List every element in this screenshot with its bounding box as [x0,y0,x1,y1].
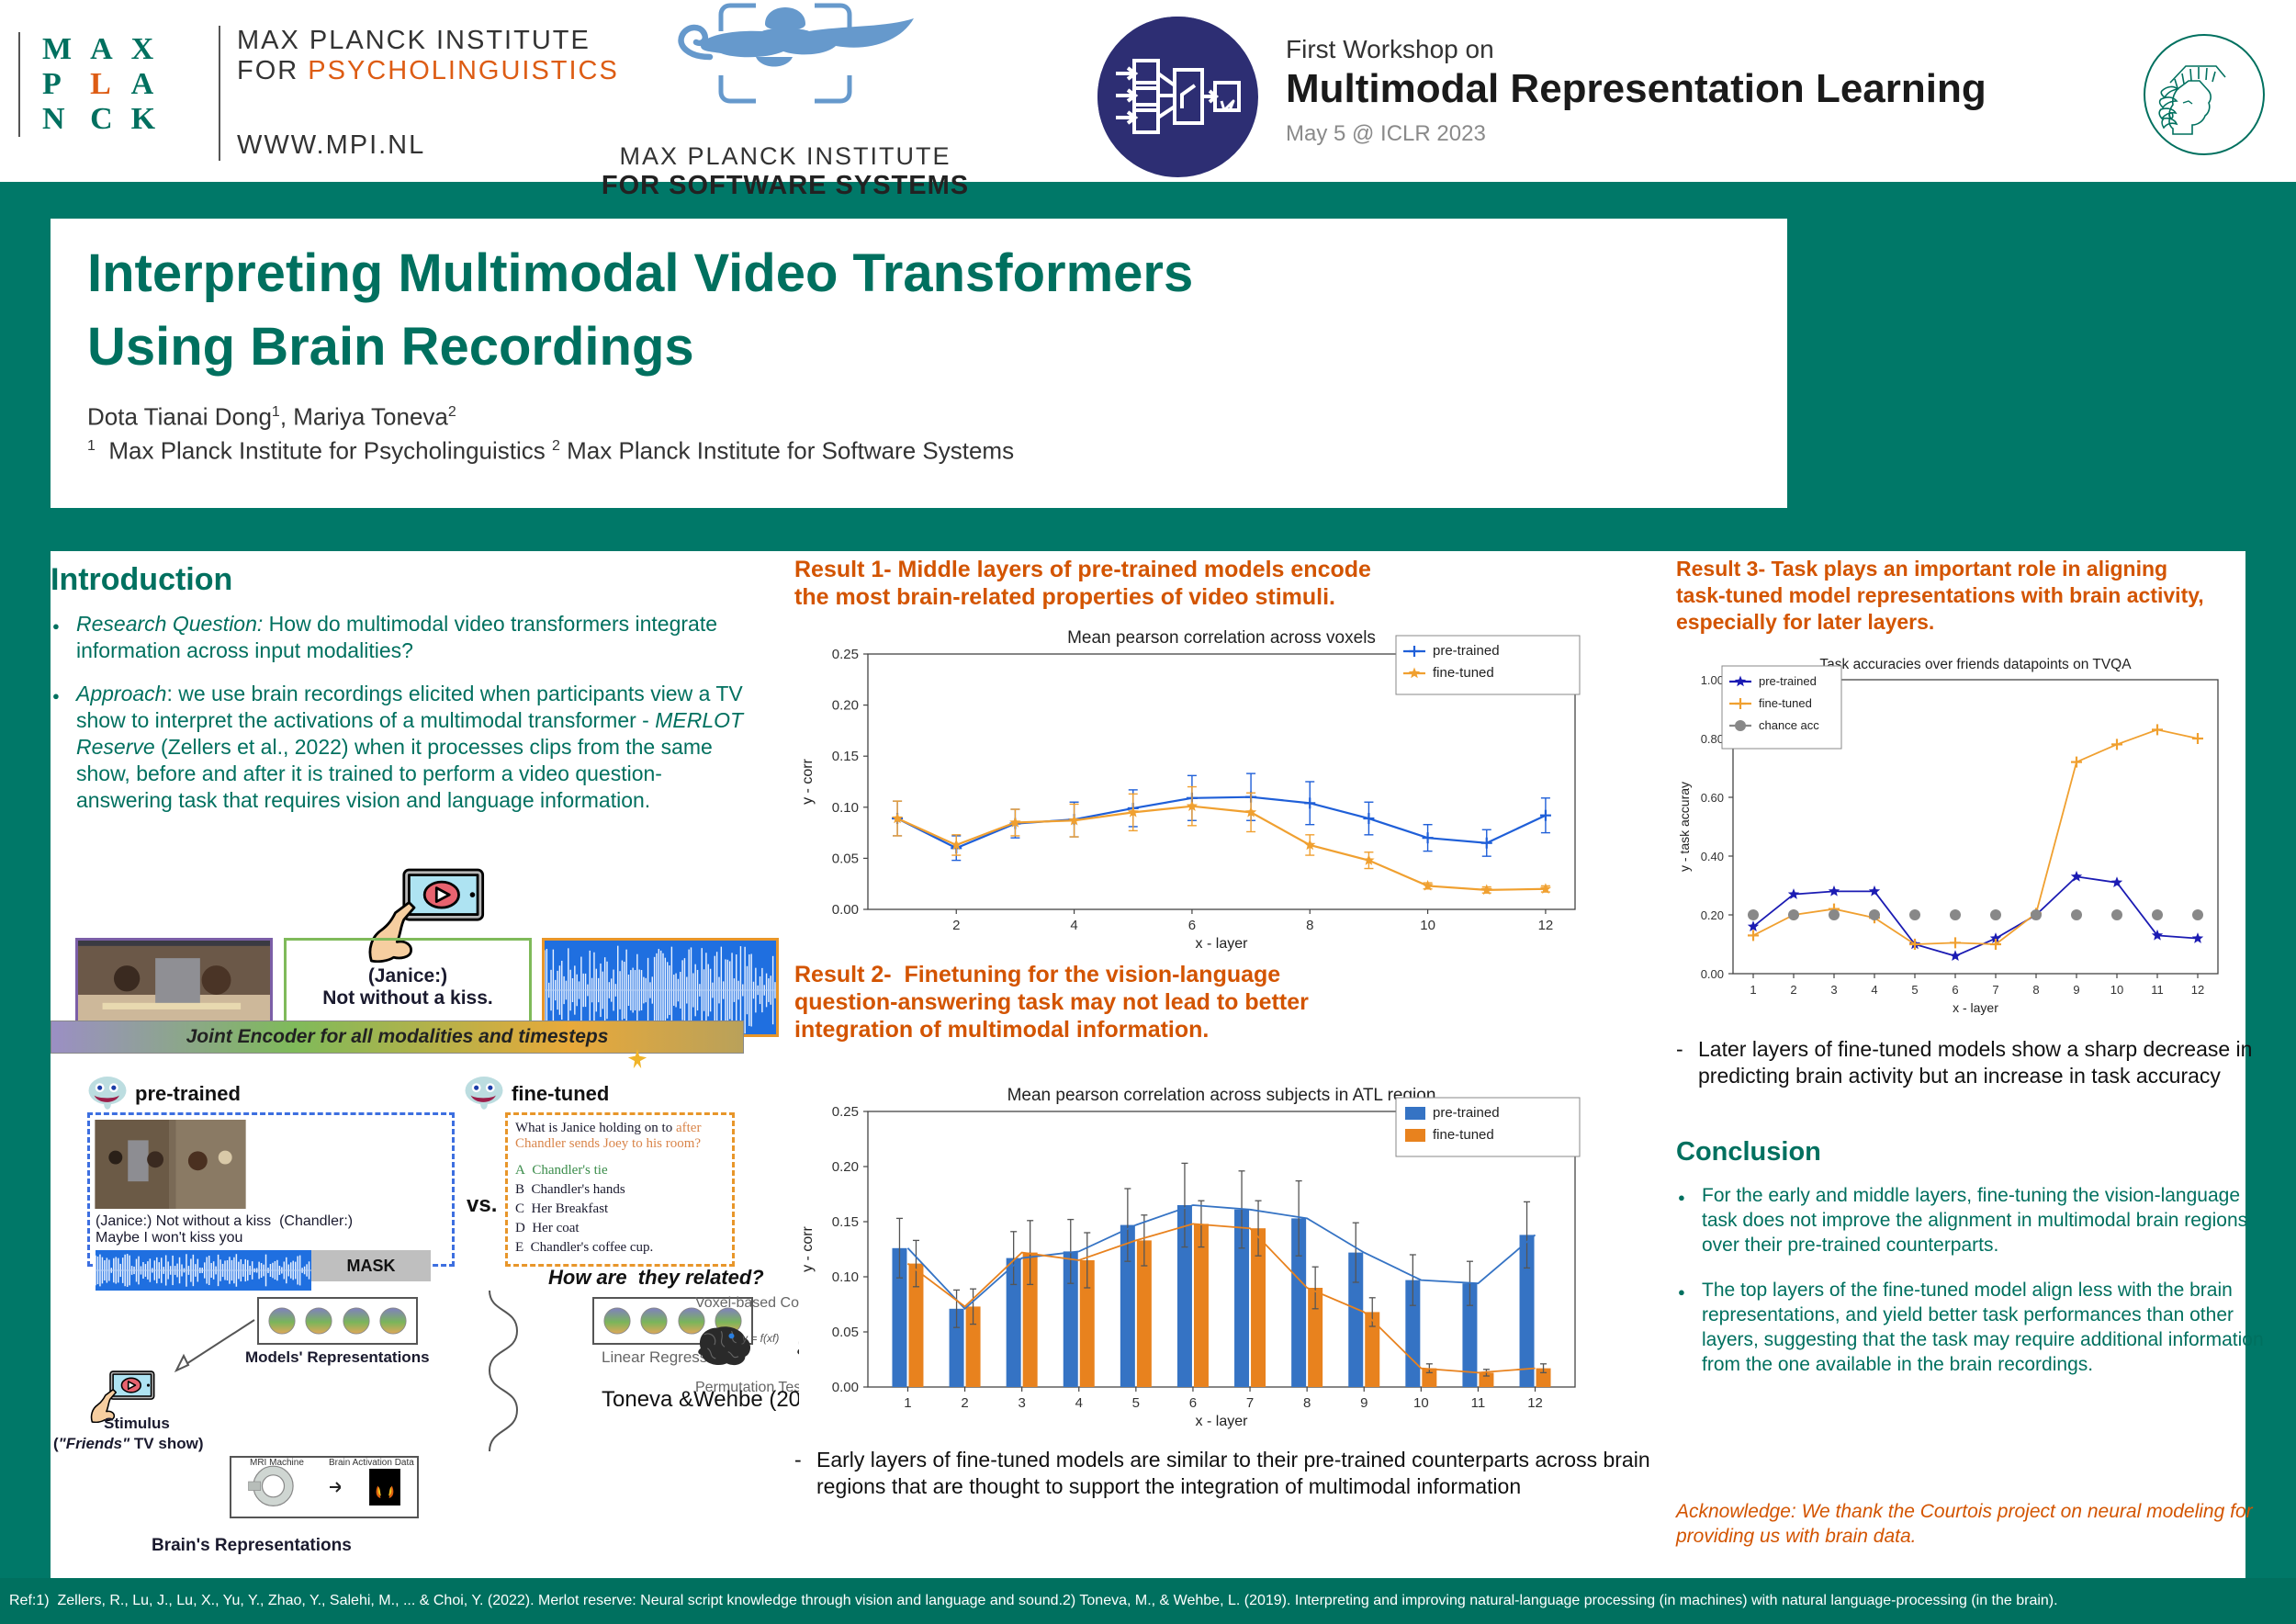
svg-text:5: 5 [1911,983,1918,997]
svg-text:8: 8 [1306,918,1313,933]
svg-text:1.00: 1.00 [1701,673,1724,687]
svg-text:0.20: 0.20 [1701,908,1724,922]
svg-text:10: 10 [2110,983,2123,997]
svg-text:9: 9 [2073,983,2079,997]
svg-text:Mean pearson correlation acros: Mean pearson correlation across voxels [1067,628,1376,648]
svg-text:0.00: 0.00 [832,902,859,918]
svg-text:fine-tuned: fine-tuned [1433,665,1494,681]
svg-text:4: 4 [1871,983,1877,997]
svg-text:0.15: 0.15 [832,1214,859,1230]
svg-text:x - layer: x - layer [1953,1000,1998,1015]
svg-text:4: 4 [1070,918,1077,933]
svg-text:11: 11 [2151,983,2164,997]
svg-text:0.40: 0.40 [1701,850,1724,863]
svg-text:12: 12 [2191,983,2204,997]
svg-text:0.25: 0.25 [832,1104,859,1120]
svg-text:12: 12 [1527,1395,1543,1411]
svg-text:Mean pearson correlation acros: Mean pearson correlation across subjects… [1007,1086,1436,1105]
svg-text:x - layer: x - layer [1196,1414,1249,1429]
svg-text:0.10: 0.10 [832,1269,859,1285]
svg-text:6: 6 [1189,1395,1197,1411]
svg-text:0.25: 0.25 [832,647,859,662]
svg-text:pre-trained: pre-trained [1433,1105,1500,1121]
svg-text:pre-trained: pre-trained [1759,674,1817,688]
svg-text:5: 5 [1132,1395,1140,1411]
svg-text:6: 6 [1952,983,1958,997]
svg-text:12: 12 [1538,918,1554,933]
svg-text:y - corr: y - corr [800,1225,816,1271]
svg-text:2: 2 [952,918,960,933]
svg-text:x - layer: x - layer [1196,936,1249,952]
svg-text:11: 11 [1471,1395,1486,1411]
svg-text:3: 3 [1830,983,1837,997]
svg-text:2: 2 [961,1395,968,1411]
svg-text:chance acc: chance acc [1759,718,1819,732]
svg-text:0.20: 0.20 [832,698,859,714]
svg-text:0.20: 0.20 [832,1159,859,1175]
svg-text:8: 8 [1303,1395,1311,1411]
svg-text:1: 1 [1750,983,1756,997]
svg-text:10: 10 [1413,1395,1429,1411]
svg-text:0.15: 0.15 [832,749,859,764]
svg-text:7: 7 [1992,983,1998,997]
svg-text:8: 8 [2032,983,2039,997]
svg-text:fine-tuned: fine-tuned [1433,1127,1494,1143]
svg-text:3: 3 [1018,1395,1025,1411]
svg-text:9: 9 [1360,1395,1367,1411]
svg-text:10: 10 [1420,918,1435,933]
svg-text:pre-trained: pre-trained [1433,643,1500,659]
svg-text:y - corr: y - corr [800,758,816,804]
svg-text:0.05: 0.05 [832,851,859,866]
svg-text:0.00: 0.00 [1701,967,1724,981]
svg-text:Task accuracies over friends d: Task accuracies over friends datapoints … [1819,657,2132,672]
svg-text:4: 4 [1075,1395,1083,1411]
svg-text:6: 6 [1188,918,1196,933]
svg-text:1: 1 [904,1395,911,1411]
svg-text:0.60: 0.60 [1701,791,1724,805]
svg-text:0.05: 0.05 [832,1325,859,1340]
svg-text:y - task accuray: y - task accuray [1677,782,1692,872]
svg-text:2: 2 [1790,983,1796,997]
svg-text:0.00: 0.00 [832,1380,859,1395]
svg-text:0.10: 0.10 [832,800,859,816]
svg-text:0.80: 0.80 [1701,732,1724,746]
svg-text:fine-tuned: fine-tuned [1759,696,1812,710]
svg-text:7: 7 [1246,1395,1254,1411]
